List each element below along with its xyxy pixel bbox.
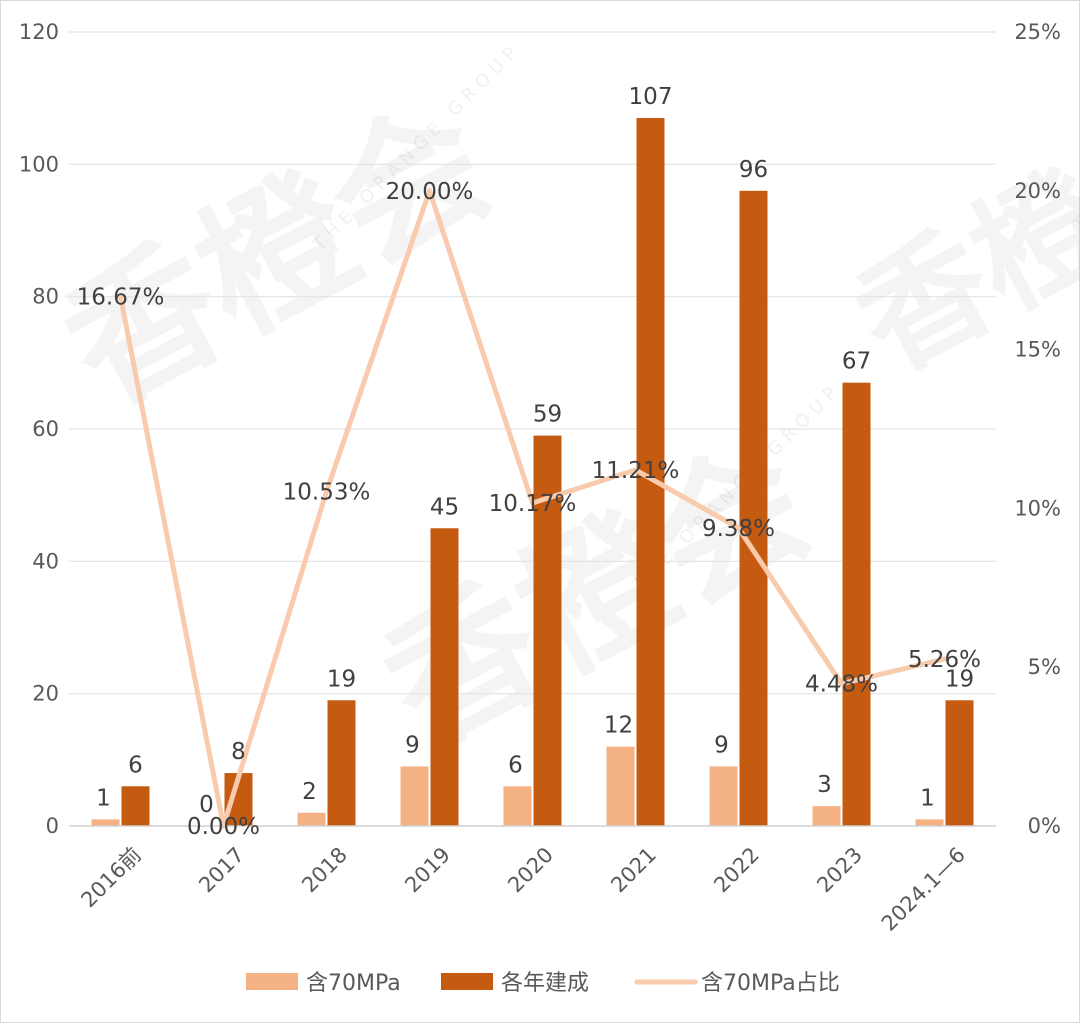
x-axis: 2016前 2017 2018 2019 2020 2021 2022 2023 2024.1—… (69, 825, 996, 936)
line-point (633, 467, 638, 473)
x-tick-label: 2021 (606, 843, 661, 898)
bar-data-label: 3 (817, 772, 832, 798)
bar-data-label: 9 (405, 732, 420, 758)
right-y-tick-label: 20% (1014, 179, 1061, 203)
bar-data-label: 2 (302, 779, 317, 805)
bar-with-70mpa-2024-1-6 (915, 819, 944, 826)
line-data-label: 10.17% (489, 491, 577, 517)
bar-data-label: 19 (327, 666, 356, 692)
x-tick-label: 2017 (194, 843, 249, 898)
bar-annual-built-2019 (430, 528, 459, 826)
legend-swatch (441, 973, 493, 990)
line-data-label: 9.38% (702, 516, 775, 542)
legend: 含70MPa 各年建成 含70MPa占比 (246, 971, 840, 996)
line-point (839, 681, 844, 687)
line-point (324, 489, 329, 495)
bar-data-label: 6 (128, 752, 143, 778)
line-data-label: 5.26% (908, 647, 981, 673)
legend-swatch (246, 973, 298, 990)
bar-data-label: 1 (920, 785, 935, 811)
legend-item-annual-built: 各年建成 (441, 971, 589, 996)
bar-data-label: 12 (604, 713, 633, 739)
gridlines (69, 31, 996, 695)
bar-data-label: 45 (430, 494, 459, 520)
bar-with-70mpa-2016 (91, 819, 120, 826)
left-y-tick-label: 60 (32, 417, 59, 441)
bar-data-label: 59 (533, 402, 562, 428)
left-y-tick-label: 40 (32, 549, 59, 573)
x-tick-label: 2016前 (76, 843, 146, 913)
line-point (118, 294, 123, 300)
left-y-tick-label: 0 (46, 814, 59, 838)
bar-with-70mpa-2020 (503, 786, 532, 826)
bar-with-70mpa-2022 (709, 766, 738, 826)
x-tick-label: 2018 (297, 843, 352, 898)
bar-with-70mpa-2019 (400, 766, 429, 826)
line-series-layer (118, 188, 947, 829)
left-y-tick-label: 20 (32, 682, 59, 706)
left-y-axis: 0 20 40 60 80 100 120 (19, 20, 59, 838)
bar-annual-built-2022 (739, 190, 768, 827)
right-y-tick-label: 15% (1014, 338, 1061, 362)
line-point (530, 500, 535, 506)
right-y-axis: 0% 5% 10% 15% 20% 25% (1014, 20, 1061, 838)
bar-data-label: 6 (508, 752, 523, 778)
legend-label: 各年建成 (501, 971, 589, 996)
x-tick-label: 2022 (709, 843, 764, 898)
right-y-tick-label: 0% (1028, 814, 1061, 838)
bar-data-label: 0 (199, 792, 214, 818)
bar-data-label: 67 (842, 349, 871, 375)
line-data-label: 16.67% (77, 285, 165, 311)
line-point (736, 525, 741, 531)
bar-data-label: 19 (945, 666, 974, 692)
line-point (427, 188, 432, 194)
bar-data-label: 96 (739, 157, 768, 183)
bar-data-label: 9 (714, 732, 729, 758)
bar-data-label: 107 (629, 84, 673, 110)
line-data-label: 11.21% (592, 458, 680, 484)
line-point (942, 656, 947, 662)
x-tick-label: 2024.1—6 (877, 843, 970, 936)
x-tick-label: 2023 (812, 843, 867, 898)
bar-annual-built-2023 (842, 382, 871, 826)
x-tick-label: 2020 (503, 843, 558, 898)
bar-data-label: 8 (231, 739, 246, 765)
bar-annual-built-2024-1-6 (945, 700, 974, 826)
bar-with-70mpa-2021 (606, 746, 635, 826)
bar-annual-built-2016 (121, 786, 150, 826)
legend-label: 含70MPa (306, 971, 401, 996)
right-y-tick-label: 5% (1028, 655, 1061, 679)
right-y-tick-label: 10% (1014, 496, 1061, 520)
legend-item-with-70mpa: 含70MPa (246, 971, 401, 996)
left-y-tick-label: 100 (19, 152, 59, 176)
legend-label: 含70MPa占比 (701, 971, 840, 996)
bar-annual-built-2018 (327, 700, 356, 826)
bar-data-label: 1 (96, 785, 111, 811)
x-tick-label: 2019 (400, 843, 455, 898)
line-data-label: 20.00% (386, 179, 474, 205)
line-data-label: 10.53% (283, 480, 371, 506)
line-data-label: 4.48% (805, 672, 878, 698)
bar-with-70mpa-2018 (297, 812, 326, 826)
left-y-tick-label: 120 (19, 20, 59, 44)
line-data-label: 0.00% (187, 814, 260, 840)
legend-item-ratio: 含70MPa占比 (634, 971, 840, 996)
data-labels-layer: 1 0296129316819455910796671916.67%0.00%10… (77, 84, 981, 840)
bar-with-70mpa-2023 (812, 806, 841, 826)
right-y-tick-label: 25% (1014, 20, 1061, 44)
left-y-tick-label: 80 (32, 285, 59, 309)
